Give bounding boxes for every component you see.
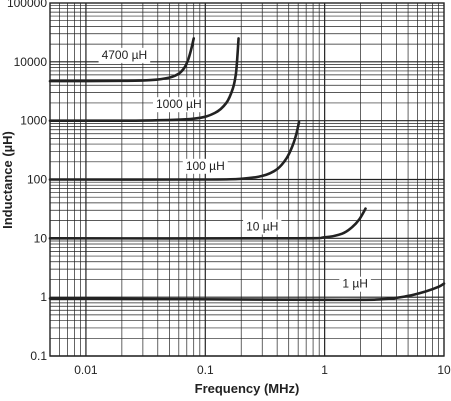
curve-series: [48, 37, 446, 302]
curve-label-text: 4700 µH: [102, 48, 148, 62]
curve-label: 1 µH: [339, 277, 371, 292]
curve-label-background: [153, 97, 205, 113]
tick-labels: 0.01 0.1 1 10 100000 10000 1000 100 10 1 0.1: [7, 0, 451, 377]
x-tick-label: 1: [321, 363, 328, 377]
y-tick-label: 100000: [7, 0, 47, 10]
curve-label-text: 100 µH: [186, 159, 225, 173]
curve-label-text: 1 µH: [342, 277, 368, 291]
curve-label-text: 1000 µH: [156, 97, 202, 111]
x-axis-title: Frequency (MHz): [195, 381, 300, 396]
y-tick-label: 1000: [20, 114, 47, 128]
curve-label: 4700 µH: [98, 47, 151, 63]
curve-series-0: [48, 37, 196, 83]
curve-label-background: [339, 276, 371, 292]
y-tick-label: 1: [40, 290, 47, 304]
curve-label-background: [98, 47, 151, 63]
curve-series-1: [48, 37, 240, 123]
x-tick-label: 10: [437, 363, 451, 377]
y-tick-label: 100: [27, 173, 47, 187]
x-tick-label: 0.01: [74, 363, 98, 377]
y-tick-label: 10: [34, 231, 48, 245]
curve-series-4: [48, 282, 446, 302]
y-tick-label: 0.1: [30, 349, 47, 363]
curve-series-3: [48, 207, 367, 240]
plot-frame: [49, 2, 445, 357]
curve-label-background: [182, 158, 228, 174]
curve-series-2: [48, 120, 301, 181]
curve-label: 1000 µH: [153, 97, 205, 113]
curve-label: 100 µH: [182, 158, 228, 174]
curve-label: 10 µH: [243, 219, 282, 235]
x-tick-label: 0.1: [197, 363, 214, 377]
curve-label-text: 10 µH: [246, 219, 278, 233]
curve-labels: 4700 µH 1000 µH 100 µH 10 µH 1 µH: [98, 47, 371, 292]
y-axis-title: Inductance (µH): [0, 131, 15, 229]
curve-label-background: [243, 219, 282, 235]
y-tick-label: 10000: [14, 55, 48, 69]
